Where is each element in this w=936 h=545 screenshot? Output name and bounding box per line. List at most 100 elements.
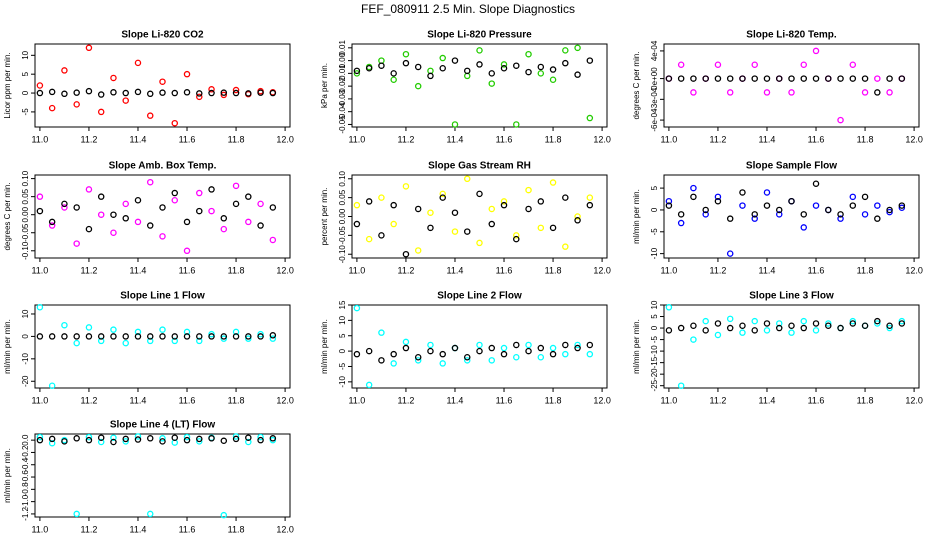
point	[812, 202, 820, 209]
panel-title: Slope Sample Flow	[746, 161, 837, 172]
point	[134, 59, 142, 67]
point	[898, 202, 906, 209]
point	[353, 67, 361, 75]
point	[861, 193, 869, 201]
point	[886, 206, 893, 214]
x-tick-label: 11.0	[31, 395, 48, 405]
y-axis-label: ml/min per min.	[3, 319, 12, 374]
point	[220, 225, 228, 233]
x-tick-label: 11.0	[31, 265, 48, 275]
point	[171, 89, 179, 97]
point	[488, 344, 496, 352]
point	[549, 76, 557, 84]
point	[463, 357, 471, 364]
point	[61, 438, 68, 445]
point	[220, 89, 228, 96]
point	[800, 324, 808, 332]
point	[183, 70, 191, 78]
x-tick-label: 11.4	[130, 524, 147, 534]
y-tick-label: 0.05	[338, 189, 347, 205]
point	[97, 438, 105, 446]
point	[726, 215, 734, 222]
y-axis-label: kPa per min.	[320, 63, 329, 108]
x-tick-label: 11.2	[81, 134, 98, 144]
point	[269, 89, 277, 97]
y-tick-label: 10	[650, 300, 659, 309]
point	[110, 229, 117, 236]
point	[97, 108, 105, 116]
point	[146, 333, 154, 340]
point	[525, 341, 532, 349]
point	[353, 304, 361, 312]
point	[232, 435, 240, 443]
point	[196, 435, 203, 443]
point	[159, 78, 166, 85]
point	[378, 357, 385, 364]
point	[775, 211, 783, 218]
point	[414, 82, 422, 90]
point	[898, 320, 906, 327]
point	[183, 328, 191, 336]
point	[97, 434, 105, 441]
point	[500, 198, 508, 205]
x-tick-label: 11.4	[130, 395, 147, 405]
point	[763, 89, 771, 96]
point	[763, 327, 771, 334]
x-tick-label: 11.8	[545, 265, 562, 275]
point	[183, 333, 191, 340]
point	[726, 324, 734, 332]
point	[586, 114, 594, 122]
point	[874, 202, 881, 209]
point	[73, 204, 80, 211]
point	[159, 438, 166, 445]
point	[488, 205, 496, 213]
point	[488, 70, 496, 77]
point	[874, 320, 881, 327]
point	[378, 57, 385, 64]
x-tick-label: 11.2	[398, 134, 415, 144]
y-axis-label: degrees C per min.	[632, 51, 641, 119]
point	[763, 75, 771, 82]
point	[196, 337, 203, 345]
point	[171, 337, 179, 345]
y-tick-label: 0	[21, 90, 30, 95]
point	[61, 67, 68, 74]
plot-frame	[34, 174, 291, 259]
point	[525, 186, 532, 194]
point	[97, 91, 105, 98]
y-tick-label: -10	[338, 376, 347, 388]
point	[402, 344, 410, 352]
point	[183, 433, 191, 441]
point	[232, 182, 240, 190]
point	[586, 194, 594, 201]
panel-title: Slope Amb. Box Temp.	[109, 161, 217, 172]
x-tick-label: 11.2	[81, 265, 98, 275]
x-tick-label: 11.2	[398, 395, 415, 405]
point	[110, 333, 117, 340]
x-tick-label: 11.0	[660, 134, 677, 144]
y-tick-label: -0.10	[338, 245, 347, 264]
point	[849, 75, 857, 82]
x-tick-label: 11.2	[398, 265, 415, 275]
x-tick-label: 11.0	[348, 265, 365, 275]
point	[751, 61, 758, 69]
panel-title: Slope Line 1 Flow	[120, 291, 205, 302]
point	[562, 194, 569, 201]
point	[146, 435, 154, 442]
point	[220, 335, 228, 342]
x-tick-label: 12.0	[593, 265, 611, 275]
x-tick-label: 12.0	[593, 395, 611, 405]
point	[61, 333, 68, 340]
point	[134, 333, 142, 340]
point	[208, 330, 215, 338]
point	[562, 243, 569, 250]
point	[788, 197, 795, 205]
point	[196, 438, 203, 445]
point	[537, 70, 545, 77]
point	[513, 121, 520, 128]
x-tick-label: 12.0	[905, 265, 923, 275]
plot-frame	[663, 304, 920, 389]
point	[61, 321, 68, 329]
point	[257, 200, 264, 208]
point	[665, 304, 673, 311]
